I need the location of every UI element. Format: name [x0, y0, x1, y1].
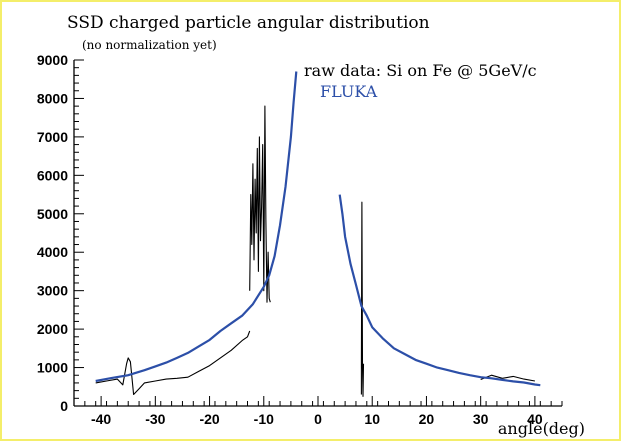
y-tick-label-3000: 3000 [37, 283, 68, 299]
raw-data-line-segment-3 [480, 374, 535, 382]
y-tick-label-5000: 5000 [37, 206, 68, 222]
raw-data-line-segment-1 [249, 105, 271, 303]
y-tick-label-0: 0 [60, 398, 68, 414]
x-tick-label-10: 10 [364, 411, 380, 427]
x-tick-label--40: -40 [91, 411, 111, 427]
y-tick-label-9000: 9000 [37, 52, 68, 68]
x-tick-label--10: -10 [254, 411, 274, 427]
axes-group: 0 1000 2000 3000 4000 5000 6000 7000 8000 9000 -40… [37, 52, 563, 427]
y-tick-label-2000: 2000 [37, 321, 68, 337]
series-fluka [95, 71, 541, 387]
legend-raw-data: raw data: Si on Fe @ 5GeV/c [304, 61, 537, 80]
raw-data-line-segment-0 [95, 330, 251, 396]
y-tick-label-1000: 1000 [37, 360, 68, 376]
fluka-line-segment-1 [338, 194, 541, 387]
y-tick-label-4000: 4000 [37, 244, 68, 260]
chart-subtitle: (no normalization yet) [82, 38, 217, 52]
x-axis-label: angle(deg) [498, 419, 585, 438]
x-tick-label-0: 0 [314, 411, 322, 427]
x-tick-label--20: -20 [199, 411, 219, 427]
x-tick-label-30: 30 [473, 411, 489, 427]
x-tick-label-40: 40 [527, 411, 543, 427]
raw-data-line-segment-2 [360, 201, 365, 397]
fluka-line-segment-0 [95, 71, 298, 383]
y-tick-label-6000: 6000 [37, 167, 68, 183]
x-tick-label-20: 20 [419, 411, 435, 427]
series-raw-data [95, 105, 535, 397]
y-tick-label-7000: 7000 [37, 129, 68, 145]
y-tick-label-8000: 8000 [37, 90, 68, 106]
series-layer [95, 71, 541, 397]
chart-title: SSD charged particle angular distributio… [67, 13, 430, 33]
legend-fluka: FLUKA [320, 82, 378, 101]
x-tick-label--30: -30 [145, 411, 165, 427]
